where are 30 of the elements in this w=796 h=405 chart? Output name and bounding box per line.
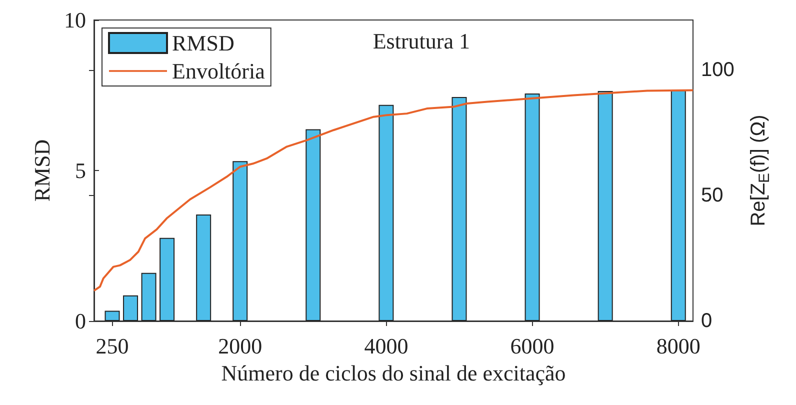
bar [123, 295, 138, 321]
x-tick-label: 6000 [510, 334, 554, 358]
x-tick-label: 4000 [364, 334, 408, 358]
bar [598, 91, 613, 321]
x-tick-label: 2000 [218, 334, 262, 358]
bar [104, 310, 120, 321]
y-tick-label: 0 [75, 308, 86, 334]
bar [160, 238, 175, 321]
y-tick-label: 5 [75, 158, 86, 183]
annotation: Estrutura 1 [372, 28, 470, 54]
x-axis-title: Número de ciclos do sinal de excitação [221, 360, 566, 386]
bar [232, 161, 248, 321]
line-series [93, 89, 694, 292]
bar [524, 93, 540, 321]
y2-tick-label: 50 [701, 184, 724, 207]
y2-tick-label: 100 [701, 59, 734, 82]
bar [452, 97, 467, 321]
bar [196, 214, 212, 321]
legend-label: RMSD [172, 30, 234, 56]
y-axis-title: RMSD [30, 139, 55, 202]
y2-axis-title: Re[ZE(f)] (Ω) [748, 114, 773, 226]
bar [378, 104, 394, 321]
bar [141, 272, 156, 321]
y2-tick-label: 0 [701, 310, 712, 332]
x-tick-label: 8000 [656, 334, 700, 358]
x-tick-label: 250 [96, 334, 129, 358]
y-tick-label: 10 [64, 8, 86, 32]
legend-label: Envoltória [172, 58, 266, 84]
bar [306, 129, 321, 321]
bar [670, 90, 686, 321]
